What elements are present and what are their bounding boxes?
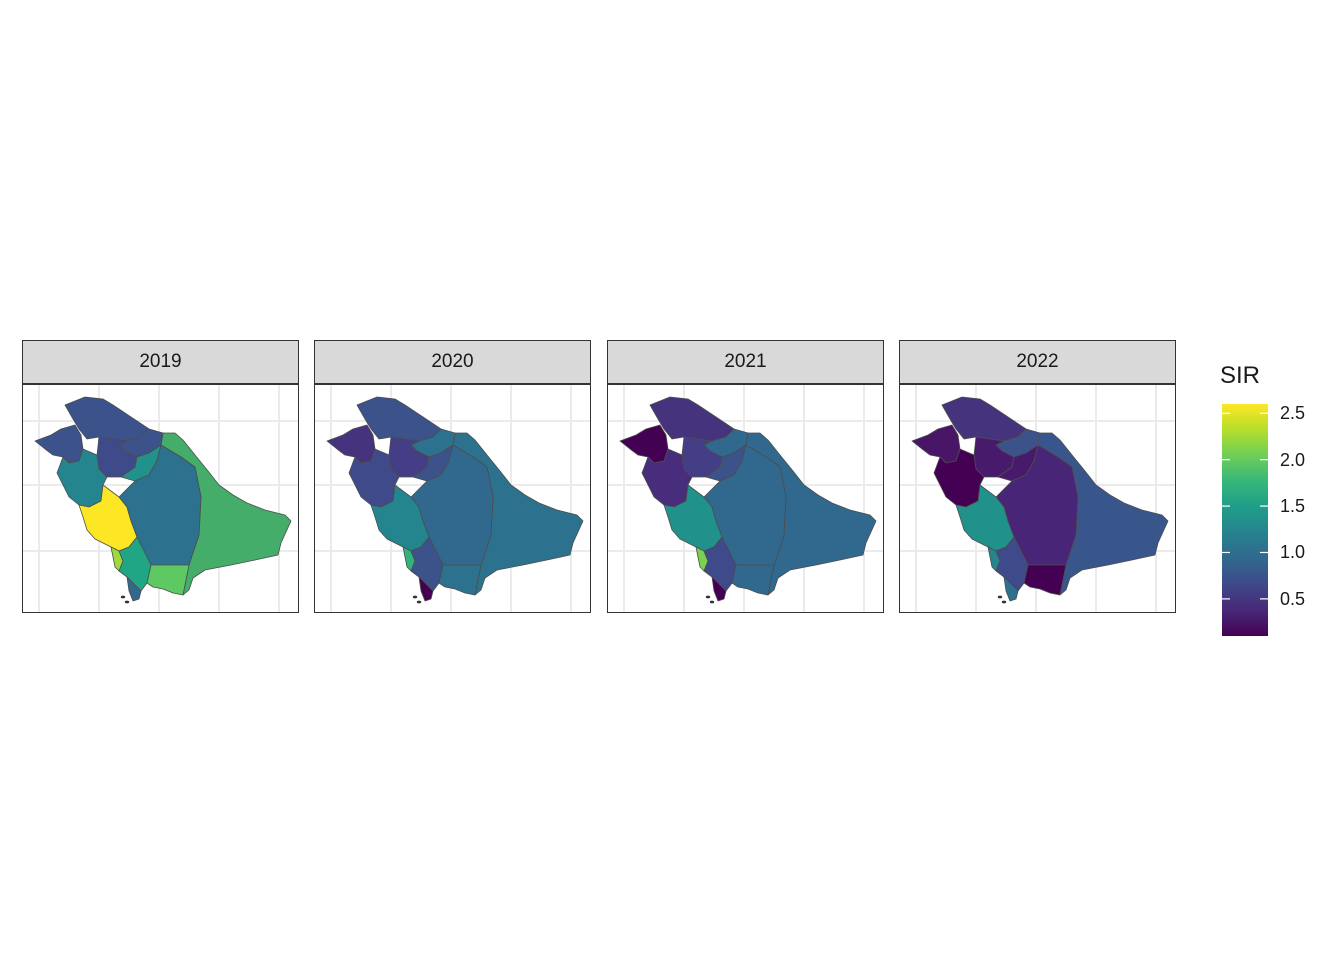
- region-tabuk: [619, 424, 669, 464]
- region-riyadh: [118, 444, 202, 566]
- panel-2020: 2020: [314, 340, 591, 613]
- facet-label: 2021: [724, 351, 767, 372]
- legend-tick-label: 2.0: [1280, 449, 1306, 470]
- legend-tick-label: 0.5: [1280, 588, 1306, 609]
- region-najran: [1023, 564, 1067, 596]
- region-riyadh: [703, 444, 787, 566]
- map-panel: [607, 384, 884, 613]
- region-najran: [146, 564, 190, 596]
- legend-tick-label: 2.5: [1280, 403, 1306, 424]
- island-shape: [416, 600, 422, 604]
- region-jazan: [1003, 576, 1019, 602]
- island-shape: [705, 595, 711, 599]
- island-shape: [997, 595, 1003, 599]
- facet-label: 2022: [1016, 351, 1059, 372]
- facet-strip: 2022: [899, 340, 1176, 384]
- legend-title: SIR: [1220, 362, 1261, 389]
- region-layer: [326, 396, 584, 604]
- color-legend: SIR 2.5 2.0 1.5 1.0 0.5: [1218, 362, 1338, 642]
- facet-label: 2020: [431, 351, 474, 372]
- island-shape: [1001, 600, 1007, 604]
- region-riyadh: [995, 444, 1079, 566]
- region-tabuk: [326, 424, 376, 464]
- facet-strip: 2020: [314, 340, 591, 384]
- legend-tick-label: 1.0: [1280, 542, 1306, 563]
- region-layer: [619, 396, 877, 604]
- colorbar-ticks: [1222, 412, 1268, 600]
- region-layer: [34, 396, 292, 604]
- panel-2021: 2021: [607, 340, 884, 613]
- region-najran: [731, 564, 775, 596]
- legend-colorbar: [1222, 404, 1268, 636]
- region-tabuk: [34, 424, 84, 464]
- facet-label: 2019: [139, 351, 182, 372]
- region-jazan: [418, 576, 434, 602]
- map-panel: [899, 384, 1176, 613]
- map-panel: [314, 384, 591, 613]
- saudi-arabia-map: [315, 385, 590, 612]
- facet-strip: 2021: [607, 340, 884, 384]
- region-jazan: [711, 576, 727, 602]
- colorbar-fill: [1222, 404, 1268, 636]
- saudi-arabia-map: [608, 385, 883, 612]
- island-shape: [412, 595, 418, 599]
- region-jazan: [126, 576, 142, 602]
- island-shape: [120, 595, 126, 599]
- panel-2022: 2022: [899, 340, 1176, 613]
- island-shape: [709, 600, 715, 604]
- facet-strip: 2019: [22, 340, 299, 384]
- saudi-arabia-map: [23, 385, 298, 612]
- panel-2019: 2019: [22, 340, 299, 613]
- region-layer: [911, 396, 1169, 604]
- legend-tick-label: 1.5: [1280, 496, 1306, 517]
- saudi-arabia-map: [900, 385, 1175, 612]
- island-shape: [124, 600, 130, 604]
- region-najran: [438, 564, 482, 596]
- region-tabuk: [911, 424, 961, 464]
- map-panel: [22, 384, 299, 613]
- region-riyadh: [410, 444, 494, 566]
